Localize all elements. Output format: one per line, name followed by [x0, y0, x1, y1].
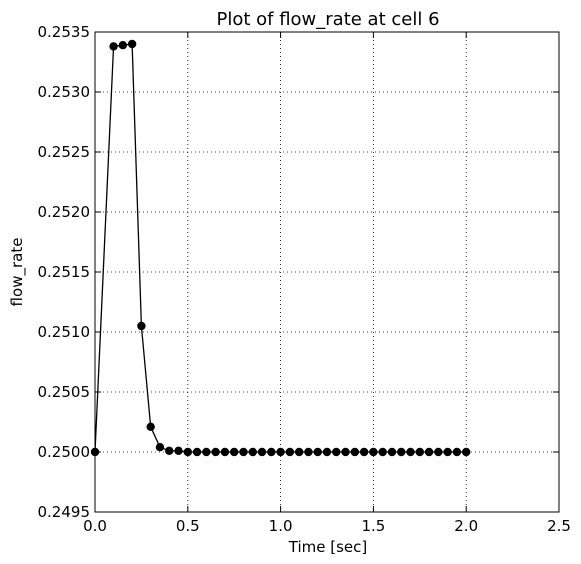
data-point	[174, 446, 183, 455]
data-point	[462, 447, 471, 457]
data-point	[202, 447, 211, 457]
x-tick-label: 0.5	[176, 517, 200, 535]
data-point	[137, 321, 146, 331]
data-point	[267, 447, 276, 457]
x-tick-label: 1.5	[361, 517, 385, 535]
data-point	[276, 447, 285, 457]
data-point	[322, 447, 332, 457]
data-point	[230, 447, 239, 457]
data-point	[294, 447, 304, 457]
data-point	[220, 447, 230, 457]
data-point	[369, 447, 378, 457]
data-point	[192, 447, 202, 457]
data-point	[313, 447, 322, 457]
data-point	[239, 447, 248, 457]
x-tick-label: 2.0	[454, 517, 478, 535]
data-point	[452, 447, 462, 457]
data-point	[341, 447, 350, 457]
data-point	[118, 41, 128, 50]
data-point	[406, 447, 415, 457]
series-line	[94, 43, 467, 453]
x-tick-label: 2.5	[547, 517, 571, 535]
y-tick-label: 0.2535	[38, 23, 91, 41]
y-tick-label: 0.2515	[38, 263, 91, 281]
data-point	[127, 39, 137, 49]
data-point	[387, 447, 397, 457]
plot-area-frame	[94, 31, 560, 513]
data-point	[285, 447, 295, 457]
data-point	[434, 447, 443, 457]
data-point	[397, 447, 406, 457]
x-tick-label: 0.0	[83, 517, 107, 535]
x-axis-label: Time [sec]	[288, 538, 367, 556]
data-point	[155, 443, 165, 452]
data-point	[211, 447, 220, 457]
chart-title: Plot of flow_rate at cell 6	[216, 9, 439, 30]
data-point	[443, 447, 452, 457]
y-tick-label: 0.2520	[38, 203, 91, 221]
x-tick-label: 1.0	[269, 517, 293, 535]
data-point	[378, 447, 387, 457]
data-point	[146, 422, 155, 431]
y-tick-label: 0.2525	[38, 143, 91, 161]
data-point	[350, 447, 360, 457]
y-tick-label: 0.2505	[38, 383, 91, 401]
y-tick-label: 0.2500	[38, 443, 91, 461]
tick-labels: 0.0 0.5 1.0 1.5 2.0 2.5 0.2495 0.2500 0.2505 0.25…	[38, 23, 571, 535]
data-point	[359, 447, 369, 457]
y-tick-label: 0.2495	[38, 503, 91, 521]
y-tick-label: 0.2510	[38, 323, 91, 341]
data-point	[415, 447, 424, 457]
data-point	[304, 447, 313, 457]
data-point	[109, 42, 118, 51]
data-point	[257, 447, 267, 457]
data-point	[332, 447, 341, 457]
y-axis-label: flow_rate	[8, 238, 27, 307]
data-series	[90, 39, 471, 457]
data-point	[424, 447, 434, 457]
data-point	[248, 447, 257, 457]
data-point	[165, 446, 174, 455]
y-tick-label: 0.2530	[38, 83, 91, 101]
data-point	[183, 447, 192, 457]
